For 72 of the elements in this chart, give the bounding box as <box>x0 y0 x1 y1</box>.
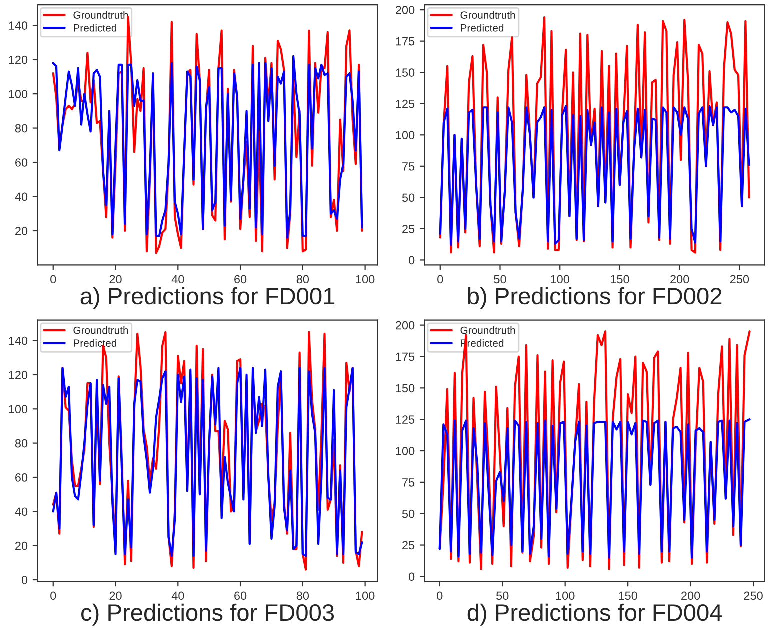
y-tick-label: 60 <box>16 158 28 167</box>
y-tick-label: 80 <box>15 439 28 448</box>
y-tick-label: 175 <box>396 37 415 46</box>
legend-label: Groundtruth <box>74 326 128 334</box>
x-axis-title: b) Predictions for FD002 <box>468 287 722 310</box>
y-tick-label: 140 <box>9 336 28 346</box>
line-series <box>439 105 750 246</box>
y-tick-label: 175 <box>396 352 415 362</box>
y-tick-label: 50 <box>402 194 415 202</box>
y-tick-label: 20 <box>16 542 28 550</box>
x-axis-title: c) Predictions for FD003 <box>82 604 334 626</box>
y-tick-label: 75 <box>402 162 415 171</box>
y-tick-label: 140 <box>9 22 28 30</box>
y-tick-label: 60 <box>16 474 28 482</box>
legend-label: Groundtruth <box>460 326 516 334</box>
legend-label: Predicted <box>461 24 504 32</box>
y-tick-label: 75 <box>402 478 415 487</box>
y-tick-label: 125 <box>396 416 415 424</box>
x-tick-label: 0 <box>50 275 56 284</box>
y-tick-label: 80 <box>15 124 28 133</box>
x-tick-label: 80 <box>296 275 310 284</box>
legend-label: Groundtruth <box>74 11 128 19</box>
y-tick-label: 0 <box>408 572 415 582</box>
x-tick-label: 60 <box>234 592 247 600</box>
x-tick-label: 0 <box>438 275 444 284</box>
y-tick-label: 200 <box>396 321 415 330</box>
y-tick-label: 100 <box>396 447 415 456</box>
x-tick-label: 50 <box>496 592 509 600</box>
line-series <box>52 367 364 558</box>
x-tick-label: 20 <box>110 275 122 284</box>
legend-label: Predicted <box>74 339 117 348</box>
x-tick-label: 100 <box>356 592 375 600</box>
y-tick-label: 100 <box>396 131 415 140</box>
x-tick-label: 50 <box>494 275 506 284</box>
line-series <box>438 418 751 559</box>
y-tick-label: 50 <box>402 510 415 518</box>
x-tick-label: 40 <box>172 592 184 600</box>
y-tick-label: 40 <box>15 508 28 516</box>
y-tick-label: 120 <box>9 371 28 380</box>
x-tick-label: 200 <box>670 275 690 284</box>
x-tick-label: 0 <box>50 592 56 600</box>
y-tick-label: 150 <box>396 384 415 393</box>
y-tick-label: 125 <box>396 100 415 108</box>
y-tick-label: 0 <box>408 256 415 265</box>
y-tick-label: 20 <box>16 227 28 236</box>
y-tick-label: 0 <box>22 576 28 584</box>
y-tick-label: 100 <box>9 405 28 414</box>
y-tick-label: 120 <box>9 56 28 64</box>
x-axis-title: a) Predictions for FD001 <box>80 287 335 310</box>
y-tick-label: 40 <box>15 192 28 202</box>
x-tick-label: 100 <box>356 275 375 284</box>
y-tick-label: 25 <box>402 224 415 234</box>
x-tick-label: 150 <box>611 275 630 284</box>
legend-label: Predicted <box>74 24 117 32</box>
x-tick-label: 100 <box>556 592 575 600</box>
y-tick-label: 150 <box>396 68 415 77</box>
x-tick-label: 250 <box>730 275 750 284</box>
x-tick-label: 0 <box>437 592 443 600</box>
x-tick-label: 40 <box>172 275 184 284</box>
legend-label: Groundtruth <box>460 11 516 19</box>
x-tick-label: 100 <box>551 275 570 284</box>
line-series <box>52 55 364 239</box>
y-tick-label: 200 <box>396 6 415 14</box>
y-tick-label: 25 <box>402 541 415 550</box>
x-tick-label: 150 <box>619 592 638 600</box>
x-tick-label: 20 <box>110 592 122 600</box>
x-tick-label: 60 <box>234 275 247 284</box>
x-tick-label: 200 <box>682 592 700 600</box>
x-axis-title: d) Predictions for FD004 <box>468 604 722 626</box>
y-tick-label: 100 <box>9 90 28 98</box>
x-tick-label: 80 <box>296 592 310 600</box>
x-tick-label: 250 <box>744 592 763 600</box>
